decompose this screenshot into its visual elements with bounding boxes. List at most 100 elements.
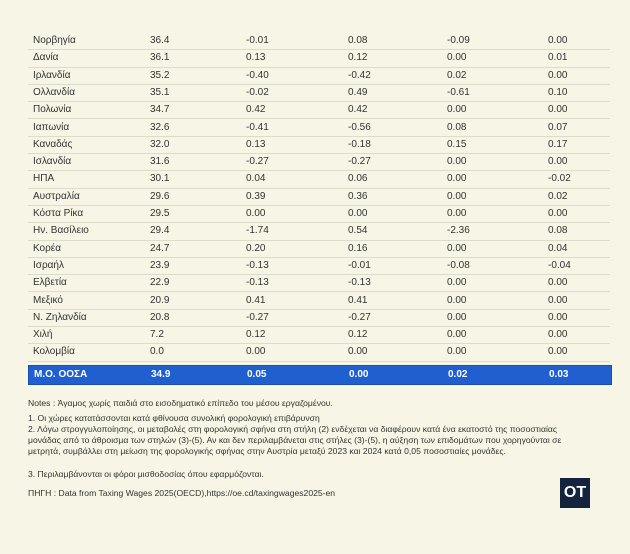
table-cell: 0.15 — [447, 138, 467, 150]
table-cell: -1.74 — [246, 225, 269, 237]
table-cell: 0.00 — [447, 294, 467, 306]
table-cell: 32.0 — [150, 138, 170, 150]
table-cell: -0.42 — [348, 69, 371, 81]
table-cell: Χιλή — [33, 329, 53, 341]
table-row: Καναδάς 32.0 0.13 -0.18 0.15 0.17 — [28, 136, 610, 155]
table-cell: -0.02 — [246, 86, 269, 98]
table-cell: 0.49 — [348, 86, 368, 98]
table-cell: 34.7 — [150, 104, 170, 116]
source: ΠΗΓΗ : Data from Taxing Wages 2025(OECD)… — [28, 488, 336, 498]
table-cell: Καναδάς — [33, 138, 73, 150]
table-cell: Ιρλανδία — [33, 69, 71, 81]
table-cell: -0.27 — [348, 156, 371, 168]
table-cell: 0.00 — [548, 156, 568, 168]
table-row: Χιλή 7.2 0.12 0.12 0.00 0.00 — [28, 326, 610, 345]
table-cell: 0.00 — [447, 190, 467, 202]
table-cell: 0.00 — [447, 329, 467, 341]
table-cell: Ιαπωνία — [33, 121, 70, 133]
table-row: Αυστραλία 29.6 0.39 0.36 0.00 0.02 — [28, 188, 610, 206]
table-cell: -0.13 — [246, 277, 269, 289]
table-cell: -0.02 — [548, 173, 571, 185]
table-cell: 0.00 — [447, 104, 467, 116]
table-cell: -0.27 — [246, 156, 269, 168]
table-cell: 0.00 — [548, 329, 568, 341]
table-cell: -0.41 — [246, 121, 269, 133]
table-cell: 0.06 — [348, 173, 368, 185]
table-cell: -2.36 — [447, 225, 470, 237]
table-cell: 0.41 — [246, 294, 266, 306]
table-cell: ΗΠΑ — [33, 173, 55, 185]
note: Notes : Άγαμος χωρίς παιδιά στο εισοδημα… — [28, 398, 333, 408]
table-cell: 0.01 — [548, 52, 568, 64]
table-cell: 0.02 — [448, 369, 468, 380]
table-cell: 36.1 — [150, 52, 170, 64]
logo: OT — [560, 478, 590, 508]
table-cell: Πολωνία — [33, 104, 72, 116]
table-cell: 0.08 — [548, 225, 568, 237]
table-cell: -0.13 — [348, 277, 371, 289]
table-cell: 29.4 — [150, 225, 170, 237]
note: 2. Λόγω στρογγυλοποίησης, οι μεταβολές σ… — [28, 424, 562, 456]
table-cell: 0.08 — [447, 121, 467, 133]
table-cell: -0.27 — [348, 311, 371, 323]
table-cell: -0.40 — [246, 69, 269, 81]
table-cell: 0.00 — [447, 346, 467, 358]
table-cell: 0.00 — [447, 208, 467, 219]
table-cell: 22.9 — [150, 277, 170, 289]
table-cell: Κορέα — [33, 242, 62, 254]
table-row: Ν. Ζηλανδία 20.8 -0.27 -0.27 0.00 0.00 — [28, 309, 610, 328]
table-cell: -0.01 — [348, 259, 371, 271]
table-row: Ιαπωνία 32.6 -0.41 -0.56 0.08 0.07 — [28, 119, 610, 137]
table-cell: 0.20 — [246, 242, 266, 254]
table-cell: 0.04 — [548, 242, 568, 254]
table-cell: 0.00 — [447, 173, 467, 185]
table-row: Κολομβία 0.0 0.00 0.00 0.00 0.00 — [28, 343, 610, 362]
table-cell: 0.00 — [548, 277, 568, 289]
table-cell: Ισραήλ — [33, 259, 64, 271]
table-cell: -0.13 — [246, 259, 269, 271]
table-cell: 35.2 — [150, 69, 170, 81]
table-row: Μ.Ο. ΟΟΣΑ 34.9 0.05 0.00 0.02 0.03 — [28, 365, 612, 385]
table-row: ΗΠΑ 30.1 0.04 0.06 0.00 -0.02 — [28, 170, 610, 189]
table-cell: 0.00 — [548, 35, 568, 46]
table-cell: 0.05 — [247, 369, 267, 380]
table-cell: 0.04 — [246, 173, 266, 185]
table-cell: 29.5 — [150, 208, 170, 219]
table-cell: Κόστα Ρίκα — [33, 208, 84, 219]
table-cell: 29.6 — [150, 190, 170, 202]
table-cell: 20.9 — [150, 294, 170, 306]
table-cell: 23.9 — [150, 259, 170, 271]
table-row: Μεξικό 20.9 0.41 0.41 0.00 0.00 — [28, 292, 610, 310]
table-cell: Ην. Βασίλειο — [33, 225, 89, 237]
table-cell: 0.00 — [349, 369, 369, 380]
table-cell: 7.2 — [150, 329, 164, 341]
table-cell: 0.00 — [246, 346, 266, 358]
table-cell: 0.02 — [447, 69, 467, 81]
table-cell: 20.8 — [150, 311, 170, 323]
table-cell: 36.4 — [150, 35, 170, 46]
table-cell: -0.09 — [447, 35, 470, 46]
table-cell: 0.12 — [348, 52, 368, 64]
table-cell: 0.00 — [548, 311, 568, 323]
table-row: Ισλανδία 31.6 -0.27 -0.27 0.00 0.00 — [28, 153, 610, 172]
table-row: Κορέα 24.7 0.20 0.16 0.00 0.04 — [28, 240, 610, 258]
table-cell: Κολομβία — [33, 346, 75, 358]
table-cell: 0.00 — [447, 242, 467, 254]
table-row: Νορβηγία 36.4 -0.01 0.08 -0.09 0.00 — [28, 32, 610, 51]
table-cell: 0.00 — [548, 69, 568, 81]
table-row: Ιρλανδία 35.2 -0.40 -0.42 0.02 0.00 — [28, 67, 610, 85]
table-cell: 0.13 — [246, 52, 266, 64]
table-cell: 32.6 — [150, 121, 170, 133]
table-cell: Ολλανδία — [33, 86, 75, 98]
table-cell: 0.00 — [447, 311, 467, 323]
table-cell: 0.02 — [548, 190, 568, 202]
table-cell: 0.54 — [348, 225, 368, 237]
table-cell: -0.56 — [348, 121, 371, 133]
table-row: Ελβετία 22.9 -0.13 -0.13 0.00 0.00 — [28, 274, 610, 293]
table-cell: 0.12 — [246, 329, 266, 341]
table-cell: 35.1 — [150, 86, 170, 98]
table-cell: Δανία — [33, 52, 59, 64]
table-cell: 0.00 — [548, 346, 568, 358]
table-cell: 0.0 — [150, 346, 164, 358]
table-cell: 0.41 — [348, 294, 368, 306]
